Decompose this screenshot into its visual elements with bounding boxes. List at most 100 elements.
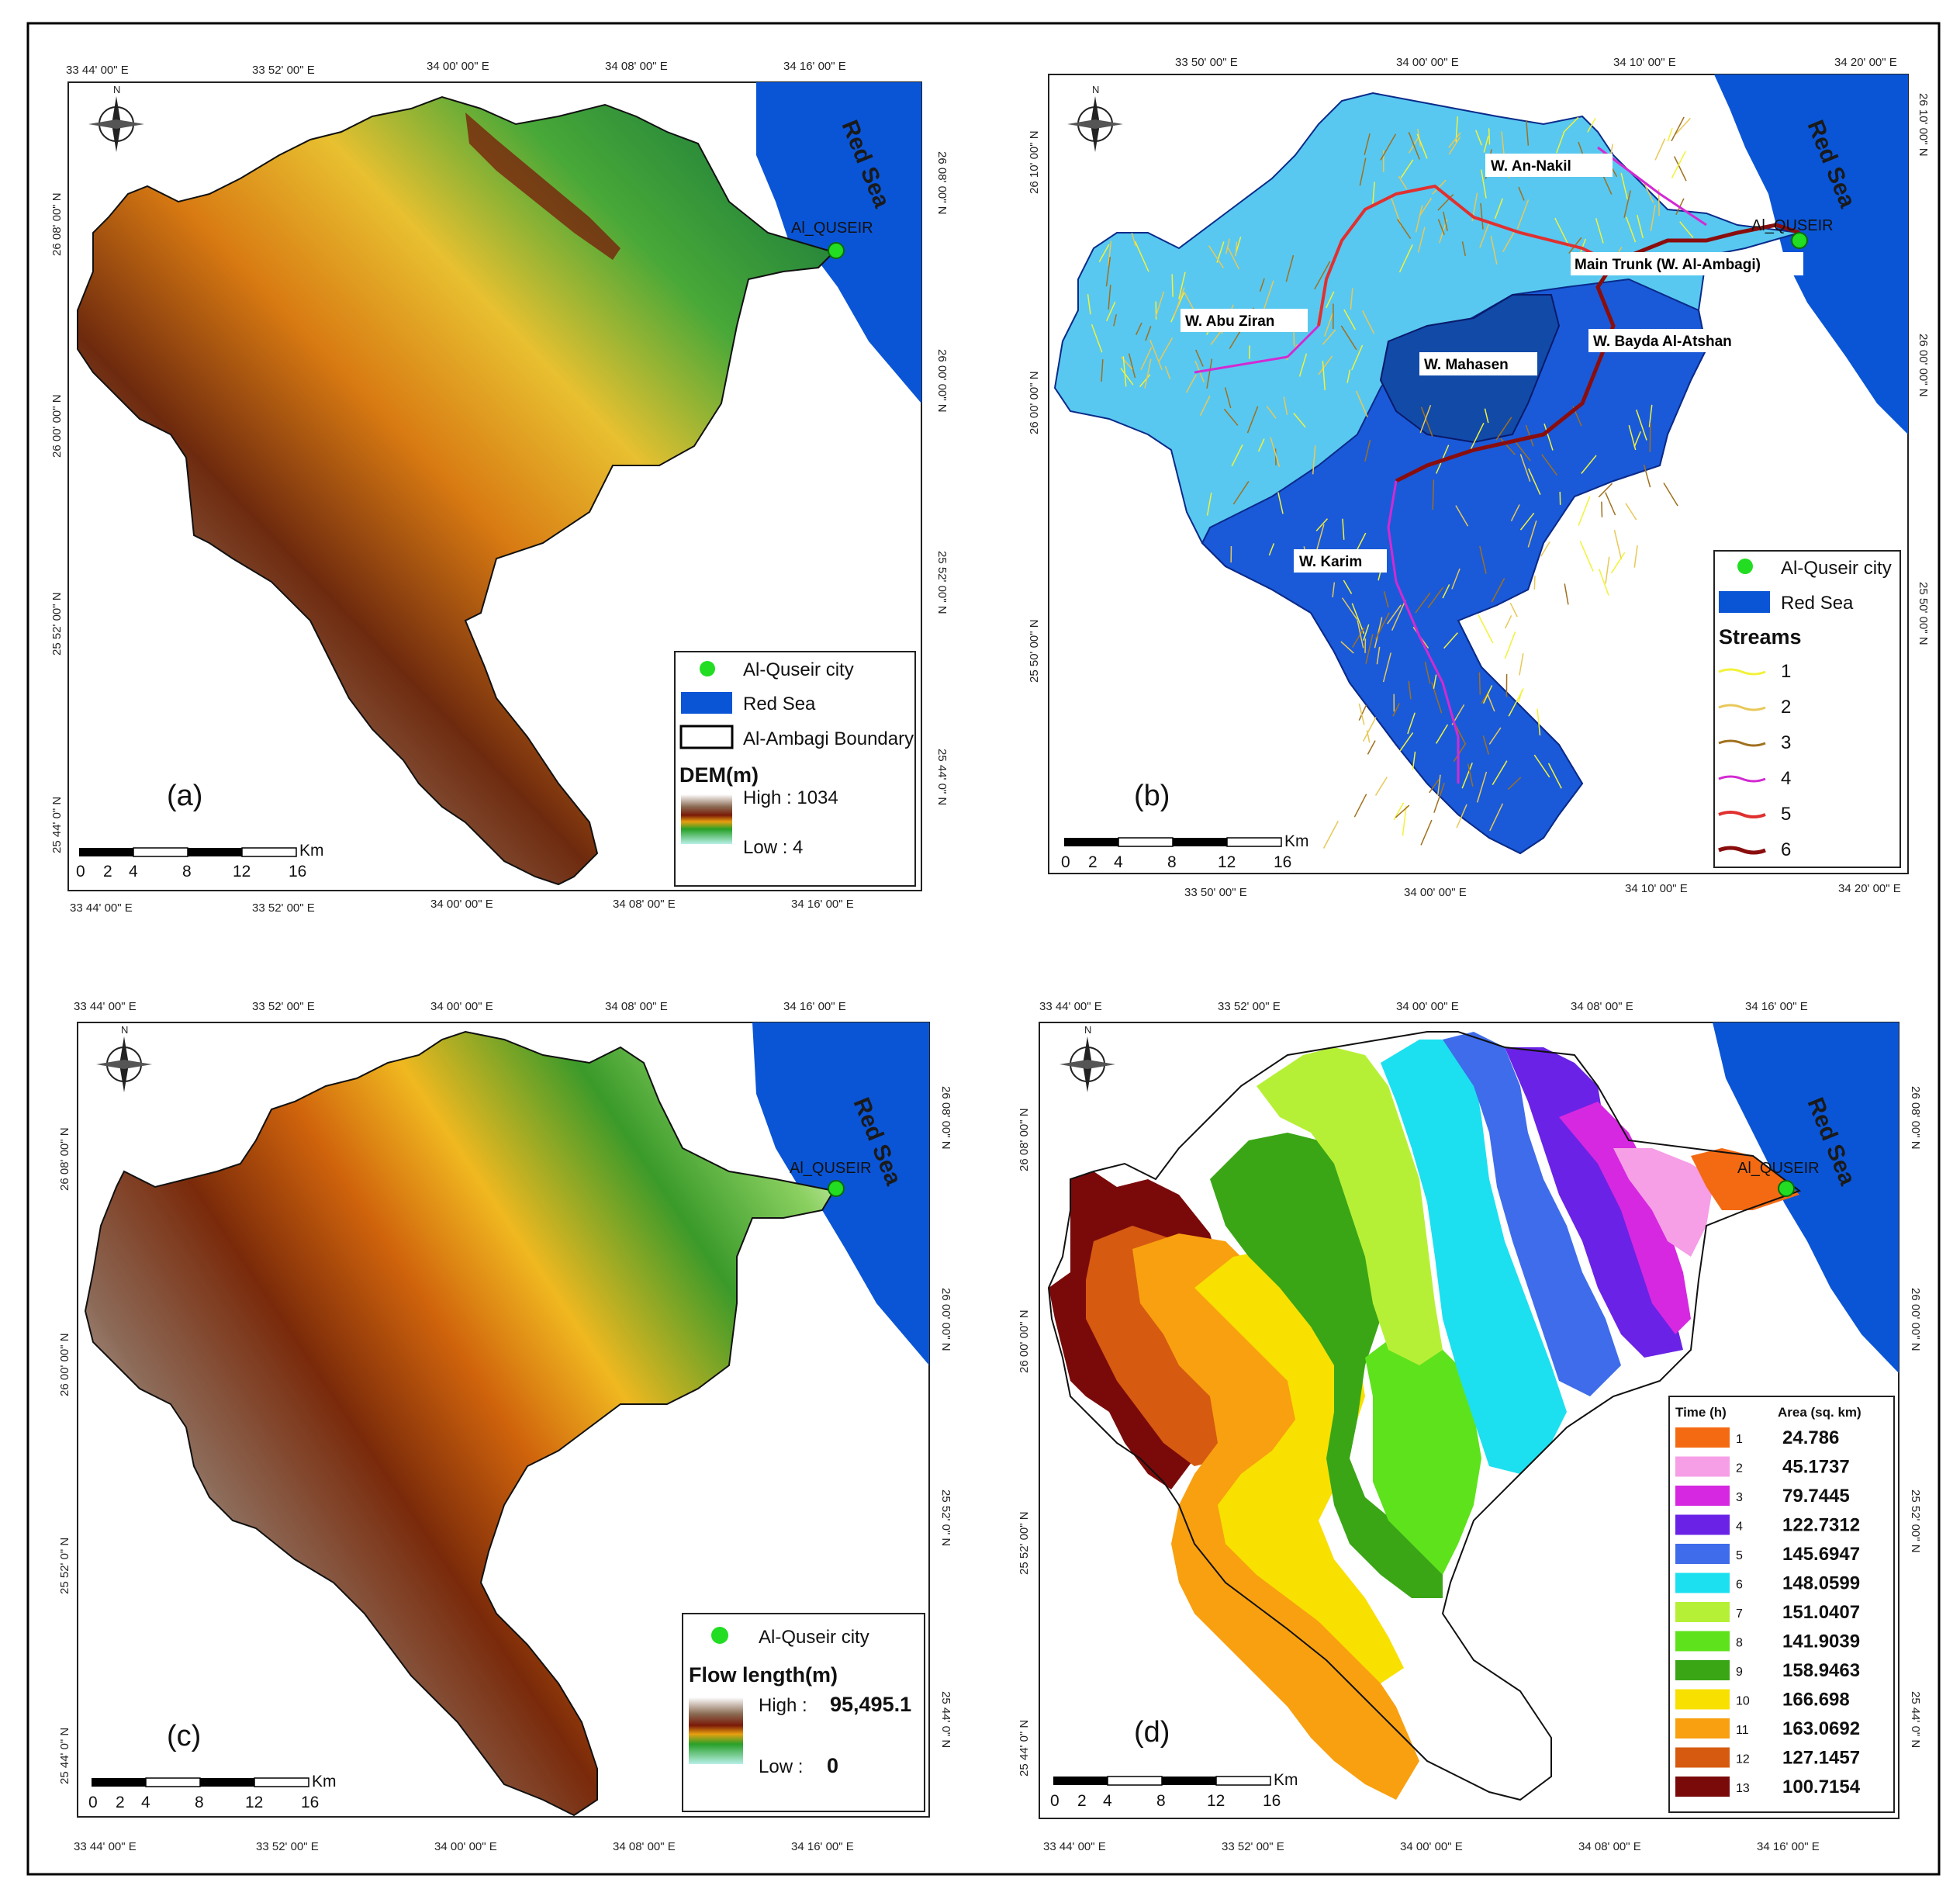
svg-text:33 44' 00" E: 33 44' 00" E [74,1000,137,1013]
svg-text:W. Karim: W. Karim [1299,554,1362,570]
svg-text:33 52' 00" E: 33 52' 00" E [1218,1000,1281,1013]
panel-d-legend: Time (h) Area (sq. km) 1 24.786 2 45.1737 3 7… [1668,1396,1895,1813]
panel-b-stream-order-6 [1395,223,1800,483]
svg-text:N: N [113,84,120,95]
legend-time-13: 13 [1736,1782,1750,1795]
svg-text:25 52' 0" N: 25 52' 0" N [939,1489,952,1546]
svg-text:Flow length(m): Flow length(m) [689,1663,838,1687]
zone-9 [1210,1133,1443,1598]
legend-area-1: 24.786 [1782,1427,1839,1448]
svg-text:33 44' 00" E: 33 44' 00" E [1039,1000,1102,1013]
svg-text:34 08' 00" E: 34 08' 00" E [605,60,668,73]
zone-7 [1257,1047,1443,1365]
svg-text:4: 4 [141,1794,150,1811]
panel-b-coordinate-ticks: 33 50' 00" E 34 00' 00" E 34 10' 00" E 3… [1028,56,1930,899]
panel-b-stream-order-4-karim [1387,480,1460,784]
svg-text:33 52' 00" E: 33 52' 00" E [256,1840,319,1853]
panel-d-red-sea [1713,1022,1899,1373]
panel-c-city-marker [828,1180,845,1197]
panel-d-basin-outline [1047,1031,1802,1801]
panel-a-north-arrow-icon: N [88,84,144,152]
svg-text:34 20' 00" E: 34 20' 00" E [1834,56,1897,69]
legend-area-12: 127.1457 [1782,1748,1860,1769]
svg-text:Km: Km [1284,832,1309,850]
svg-text:25 44' 0" N: 25 44' 0" N [58,1728,71,1784]
svg-text:26 00' 00" N: 26 00' 00" N [50,394,64,458]
legend-time-5: 5 [1736,1549,1743,1562]
figure-border [26,22,1941,1876]
svg-text:12: 12 [1207,1792,1225,1810]
panel-c-letter: (c) [167,1720,201,1752]
svg-text:34 00' 00" E: 34 00' 00" E [1400,1840,1463,1853]
svg-text:33 44' 00" E: 33 44' 00" E [1043,1840,1106,1853]
panel-b-north-arrow-icon: N [1067,84,1123,152]
svg-text:Km: Km [299,842,324,860]
svg-text:16: 16 [1274,853,1291,871]
svg-text:33 52' 00" E: 33 52' 00" E [1222,1840,1284,1853]
svg-text:Low : 4: Low : 4 [743,837,803,858]
panel-c-north-arrow-icon: N [96,1024,152,1092]
panel-c: Al_QUSEIR Red Sea (c) N Km 0 2 4 8 12 16… [58,1000,952,1853]
zone-3 [1559,1102,1691,1334]
panel-b-red-sea [1714,74,1908,434]
svg-text:26 08' 00" N: 26 08' 00" N [50,192,64,256]
panel-a-letter: (a) [167,780,202,812]
panel-c-scale-bar: Km 0 2 4 8 12 16 [88,1773,337,1811]
panel-b-city-marker [1791,232,1808,249]
svg-text:High : 1034: High : 1034 [743,787,838,808]
svg-text:2: 2 [116,1794,125,1811]
legend-swatch-5 [1675,1544,1730,1564]
svg-text:8: 8 [1156,1792,1166,1810]
svg-text:Al-Ambagi Boundary: Al-Ambagi Boundary [743,728,914,749]
panel-c-city-label: Al_QUSEIR [790,1160,872,1177]
legend-area-6: 148.0599 [1782,1573,1860,1594]
svg-text:26 00' 00" N: 26 00' 00" N [939,1288,952,1351]
panel-a: Al_QUSEIR Red Sea (a) N Km 0 2 4 8 12 16 [50,60,949,915]
svg-text:34 08' 00" E: 34 08' 00" E [613,898,676,911]
panel-a-basin [77,95,835,886]
svg-text:34 08' 00" E: 34 08' 00" E [1578,1840,1641,1853]
svg-text:34 10' 00" E: 34 10' 00" E [1625,882,1688,895]
svg-text:4: 4 [1781,768,1791,789]
svg-text:Al-Quseir city: Al-Quseir city [759,1627,869,1648]
svg-text:12: 12 [245,1794,263,1811]
panel-d-city-label: Al_QUSEIR [1737,1160,1820,1177]
svg-text:16: 16 [289,863,306,880]
legend-time-3: 3 [1736,1491,1743,1504]
panel-c-basin [84,1030,835,1817]
panel-d-coordinate-ticks: 33 44' 00" E 33 52' 00" E 34 00' 00" E 3… [1018,1000,1922,1853]
legend-swatch-13 [1675,1777,1730,1797]
legend-time-8: 8 [1736,1637,1743,1650]
svg-text:W. An-Nakil: W. An-Nakil [1491,158,1571,175]
svg-text:34 16' 00" E: 34 16' 00" E [783,60,846,73]
panel-b-stream-order-5 [1317,184,1614,327]
zone-11 [1132,1233,1419,1800]
svg-text:25 44' 0" N: 25 44' 0" N [935,749,949,805]
svg-text:3: 3 [1781,732,1791,753]
svg-text:34 00' 00" E: 34 00' 00" E [1396,56,1459,69]
svg-text:26 00' 00" N: 26 00' 00" N [1909,1288,1922,1351]
svg-text:2: 2 [1088,853,1098,871]
legend-swatch-7 [1675,1602,1730,1622]
svg-text:34 16' 00" E: 34 16' 00" E [791,898,854,911]
svg-text:8: 8 [182,863,192,880]
legend-time-1: 1 [1736,1433,1743,1446]
svg-text:16: 16 [1263,1792,1281,1810]
svg-text:Streams: Streams [1719,625,1802,649]
svg-text:25 52' 00" N: 25 52' 00" N [935,551,949,614]
svg-text:4: 4 [1114,853,1123,871]
legend-swatch-9 [1675,1660,1730,1680]
svg-text:W. Bayda Al-Atshan: W. Bayda Al-Atshan [1593,334,1732,350]
svg-text:5: 5 [1781,804,1791,825]
panel-b-stream-order-4-nakil [1597,146,1707,227]
svg-text:1: 1 [1781,661,1791,682]
svg-text:25 44' 0" N: 25 44' 0" N [1909,1691,1922,1748]
legend-swatch-11 [1675,1718,1730,1739]
svg-text:33 52' 00" E: 33 52' 00" E [252,901,315,915]
svg-text:33 44' 00" E: 33 44' 00" E [70,901,133,915]
svg-text:26 00' 00" N: 26 00' 00" N [1018,1309,1031,1373]
svg-text:12: 12 [1218,853,1236,871]
svg-text:High :: High : [759,1695,807,1716]
panel-d: Al_QUSEIR Red Sea (d) N Km 0 2 4 8 12 16… [1018,1000,1922,1853]
svg-text:33 50' 00" E: 33 50' 00" E [1175,56,1238,69]
